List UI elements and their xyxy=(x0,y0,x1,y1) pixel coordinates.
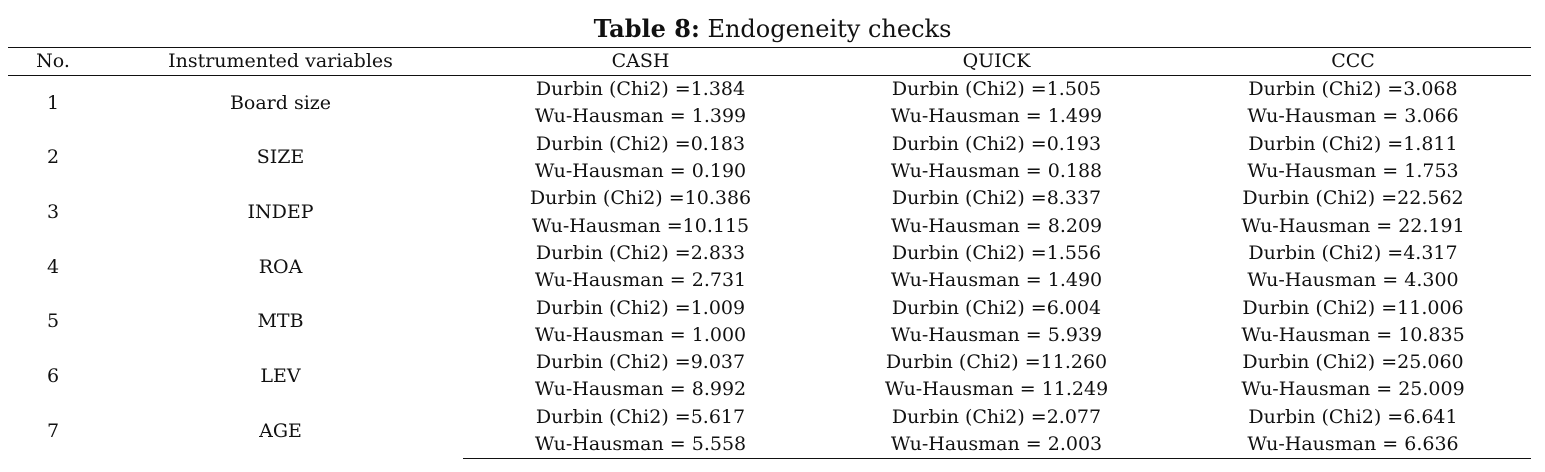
caption-title: Endogeneity checks xyxy=(707,15,952,43)
ccc-durbin-stat: Durbin (Chi2) =22.562 xyxy=(1242,187,1464,210)
table-header-row: No. Instrumented variables CASH QUICK CC… xyxy=(8,47,1531,76)
table-row: 1 Board size Durbin (Chi2) =1.384 Durbin (C… xyxy=(8,76,1531,114)
ccc-wu-hausman-stat: Wu-Hausman = 22.191 xyxy=(1241,214,1465,237)
cash-durbin-stat: Durbin (Chi2) =2.833 xyxy=(535,241,746,264)
cash-durbin-stat: Durbin (Chi2) =9.037 xyxy=(535,351,746,374)
table-row-continuation: Wu-Hausman = 8.992 Wu-Hausman = 11.249 Wu-… xyxy=(8,376,1531,403)
cash-wu-hausman-stat: Wu-Hausman = 1.000 xyxy=(534,323,747,346)
cash-wu-hausman-stat: Wu-Hausman = 1.399 xyxy=(534,105,747,128)
quick-durbin-stat: Durbin (Chi2) =11.260 xyxy=(885,351,1108,374)
ccc-durbin-stat: Durbin (Chi2) =25.060 xyxy=(1242,351,1464,374)
quick-wu-hausman-stat: Wu-Hausman = 1.499 xyxy=(890,105,1103,128)
header-ccc: CCC xyxy=(1175,47,1531,76)
row-number: 3 xyxy=(46,200,60,223)
table-row-continuation: Wu-Hausman =10.115 Wu-Hausman = 8.209 Wu-H… xyxy=(8,212,1531,239)
quick-wu-hausman-stat: Wu-Hausman = 0.188 xyxy=(890,160,1103,183)
table-row-continuation: Wu-Hausman = 2.731 Wu-Hausman = 1.490 Wu-H… xyxy=(8,267,1531,294)
ccc-durbin-stat: Durbin (Chi2) =3.068 xyxy=(1248,78,1458,101)
instrumented-variable: Board size xyxy=(229,91,332,114)
quick-wu-hausman-stat: Wu-Hausman = 1.490 xyxy=(890,269,1103,292)
ccc-durbin-stat: Durbin (Chi2) =4.317 xyxy=(1248,241,1458,264)
ccc-wu-hausman-stat: Wu-Hausman = 10.835 xyxy=(1241,323,1465,346)
ccc-durbin-stat: Durbin (Chi2) =1.811 xyxy=(1248,132,1458,155)
quick-durbin-stat: Durbin (Chi2) =2.077 xyxy=(891,405,1102,428)
row-number: 7 xyxy=(46,419,60,442)
cash-wu-hausman-stat: Wu-Hausman = 0.190 xyxy=(534,160,747,183)
table-row-continuation: Wu-Hausman = 5.558 Wu-Hausman = 2.003 Wu-H… xyxy=(8,430,1531,460)
header-no: No. xyxy=(8,47,98,76)
instrumented-variable: LEV xyxy=(260,364,301,387)
table-row: 5 MTB Durbin (Chi2) =1.009 Durbin (Chi2) =6… xyxy=(8,294,1531,333)
cash-wu-hausman-stat: Wu-Hausman = 5.558 xyxy=(463,430,818,460)
ccc-wu-hausman-stat: Wu-Hausman = 3.066 xyxy=(1247,105,1459,128)
ccc-wu-hausman-stat: Wu-Hausman = 25.009 xyxy=(1241,378,1465,401)
quick-durbin-stat: Durbin (Chi2) =1.556 xyxy=(891,241,1102,264)
header-cash: CASH xyxy=(463,47,818,76)
cash-durbin-stat: Durbin (Chi2) =10.386 xyxy=(529,187,752,210)
quick-wu-hausman-stat: Wu-Hausman = 5.939 xyxy=(890,323,1103,346)
cash-wu-hausman-stat: Wu-Hausman = 2.731 xyxy=(534,269,747,292)
instrumented-variable: ROA xyxy=(258,255,303,278)
table-row: 2 SIZE Durbin (Chi2) =0.183 Durbin (Chi2) =… xyxy=(8,131,1531,169)
quick-durbin-stat: Durbin (Chi2) =8.337 xyxy=(891,187,1102,210)
ccc-durbin-stat: Durbin (Chi2) =11.006 xyxy=(1242,296,1464,319)
table-row-continuation: Wu-Hausman = 1.000 Wu-Hausman = 5.939 Wu-H… xyxy=(8,322,1531,349)
instrumented-variable: INDEP xyxy=(247,200,314,223)
cash-durbin-stat: Durbin (Chi2) =1.009 xyxy=(535,296,746,319)
table-row: 3 INDEP Durbin (Chi2) =10.386 Durbin (Chi2)… xyxy=(8,185,1531,223)
header-instrumented-variables: Instrumented variables xyxy=(98,47,463,76)
row-number: 6 xyxy=(46,364,60,387)
table-row-continuation: Wu-Hausman = 1.399 Wu-Hausman = 1.499 Wu-H… xyxy=(8,103,1531,130)
instrumented-variable: SIZE xyxy=(256,146,305,169)
row-number: 2 xyxy=(46,146,60,169)
ccc-wu-hausman-stat: Wu-Hausman = 6.636 xyxy=(1175,430,1531,460)
row-number: 1 xyxy=(46,91,60,114)
header-quick: QUICK xyxy=(818,47,1175,76)
instrumented-variable: AGE xyxy=(259,419,302,442)
quick-durbin-stat: Durbin (Chi2) =1.505 xyxy=(891,78,1102,101)
cash-durbin-stat: Durbin (Chi2) =0.183 xyxy=(535,132,746,155)
quick-wu-hausman-stat: Wu-Hausman = 8.209 xyxy=(890,214,1103,237)
endogeneity-table: No. Instrumented variables CASH QUICK CC… xyxy=(8,47,1531,460)
row-number: 5 xyxy=(46,310,60,333)
quick-durbin-stat: Durbin (Chi2) =0.193 xyxy=(891,132,1102,155)
table-row: 6 LEV Durbin (Chi2) =9.037 Durbin (Chi2) =1… xyxy=(8,349,1531,387)
ccc-durbin-stat: Durbin (Chi2) =6.641 xyxy=(1248,405,1458,428)
cash-wu-hausman-stat: Wu-Hausman =10.115 xyxy=(531,214,750,237)
table-row: 7 AGE Durbin (Chi2) =5.617 Durbin (Chi2) =2… xyxy=(8,404,1531,442)
caption-label: Table 8: xyxy=(593,14,700,43)
cash-wu-hausman-stat: Wu-Hausman = 8.992 xyxy=(534,378,747,401)
table-row: 4 ROA Durbin (Chi2) =2.833 Durbin (Chi2) =1… xyxy=(8,240,1531,278)
cash-durbin-stat: Durbin (Chi2) =1.384 xyxy=(535,78,746,101)
table-body: 1 Board size Durbin (Chi2) =1.384 Durbin (C… xyxy=(8,76,1531,460)
ccc-wu-hausman-stat: Wu-Hausman = 1.753 xyxy=(1247,160,1459,183)
instrumented-variable: MTB xyxy=(257,310,304,333)
ccc-wu-hausman-stat: Wu-Hausman = 4.300 xyxy=(1247,269,1459,292)
quick-wu-hausman-stat: Wu-Hausman = 2.003 xyxy=(818,430,1175,460)
table-row-continuation: Wu-Hausman = 0.190 Wu-Hausman = 0.188 Wu-H… xyxy=(8,158,1531,185)
cash-durbin-stat: Durbin (Chi2) =5.617 xyxy=(535,405,746,428)
quick-wu-hausman-stat: Wu-Hausman = 11.249 xyxy=(884,378,1109,401)
row-number: 4 xyxy=(46,255,60,278)
table-caption: Table 8: Endogeneity checks xyxy=(0,14,1545,44)
quick-durbin-stat: Durbin (Chi2) =6.004 xyxy=(891,296,1102,319)
